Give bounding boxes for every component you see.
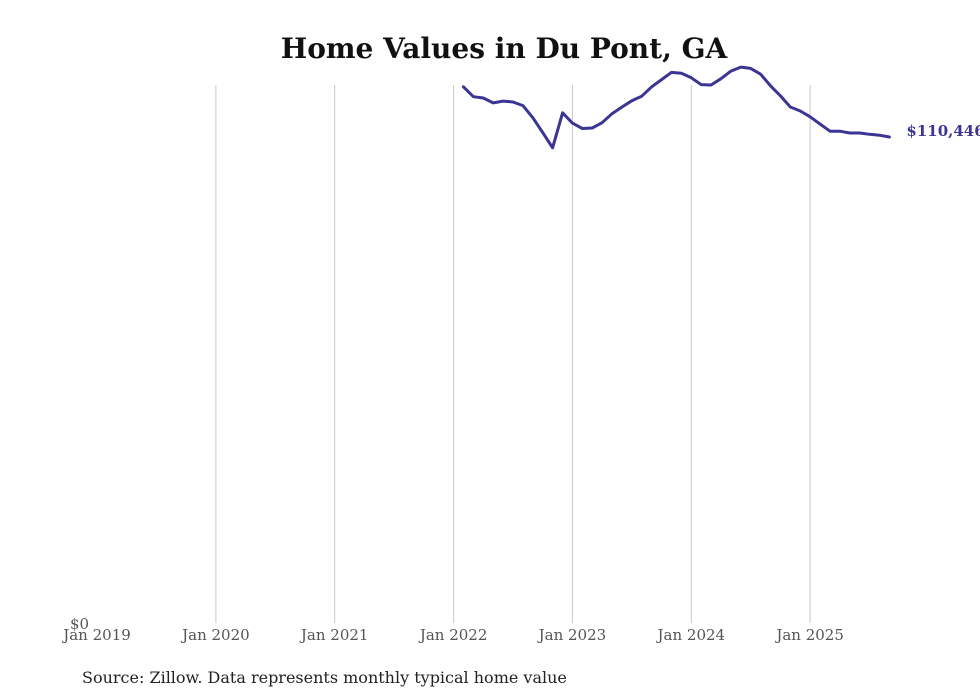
series-layer: $110,446: [461, 65, 980, 150]
source-note: Source: Zillow. Data represents monthly …: [82, 668, 567, 687]
x-tick-label: Jan 2019: [61, 626, 131, 644]
gridlines: [215, 85, 811, 623]
x-tick-label: Jan 2020: [180, 626, 250, 644]
chart-title: Home Values in Du Pont, GA: [280, 32, 728, 65]
y-tick-label: $0: [70, 615, 89, 633]
x-tick-label: Jan 2024: [656, 626, 726, 644]
x-tick-label: Jan 2023: [537, 626, 607, 644]
x-tick-label: Jan 2021: [299, 626, 369, 644]
x-axis: Jan 2019 Jan 2020 Jan 2021 Jan 2022 Jan 2023…: [61, 626, 844, 644]
x-tick-label: Jan 2022: [418, 626, 488, 644]
end-value-label: $110,446: [906, 122, 980, 140]
x-tick-label: Jan 2025: [774, 626, 844, 644]
series-line: [461, 65, 891, 150]
